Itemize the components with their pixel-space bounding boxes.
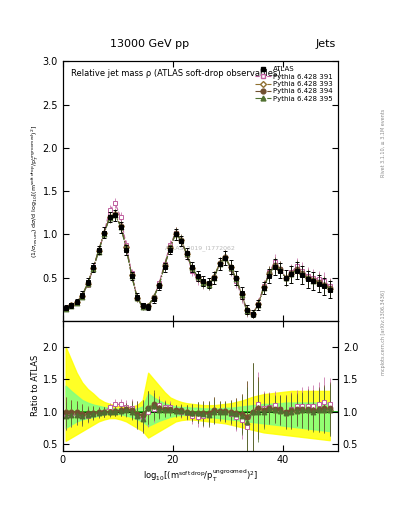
- Text: mcplots.cern.ch [arXiv:1306.3436]: mcplots.cern.ch [arXiv:1306.3436]: [381, 290, 386, 375]
- X-axis label: log$_{10}$[(m$^{\rm soft\,drop}$/p$_{\rm T}^{\rm ungroomed}$)$^2$]: log$_{10}$[(m$^{\rm soft\,drop}$/p$_{\rm…: [143, 468, 258, 484]
- Text: Rivet 3.1.10, ≥ 3.1M events: Rivet 3.1.10, ≥ 3.1M events: [381, 109, 386, 178]
- Y-axis label: $(1/\sigma_{\rm resum})$ d$\sigma$/d log$_{10}$[(m$^{\rm soft\,drop}$/p$_T^{\rm : $(1/\sigma_{\rm resum})$ d$\sigma$/d log…: [29, 124, 41, 258]
- Text: ATLAS_2019_I1772062: ATLAS_2019_I1772062: [165, 245, 236, 251]
- Text: 13000 GeV pp: 13000 GeV pp: [110, 38, 189, 49]
- Legend: ATLAS, Pythia 6.428 391, Pythia 6.428 393, Pythia 6.428 394, Pythia 6.428 395: ATLAS, Pythia 6.428 391, Pythia 6.428 39…: [254, 65, 334, 103]
- Y-axis label: Ratio to ATLAS: Ratio to ATLAS: [31, 355, 40, 416]
- Text: Relative jet mass ρ (ATLAS soft-drop observables): Relative jet mass ρ (ATLAS soft-drop obs…: [71, 69, 281, 78]
- Text: Jets: Jets: [316, 38, 336, 49]
